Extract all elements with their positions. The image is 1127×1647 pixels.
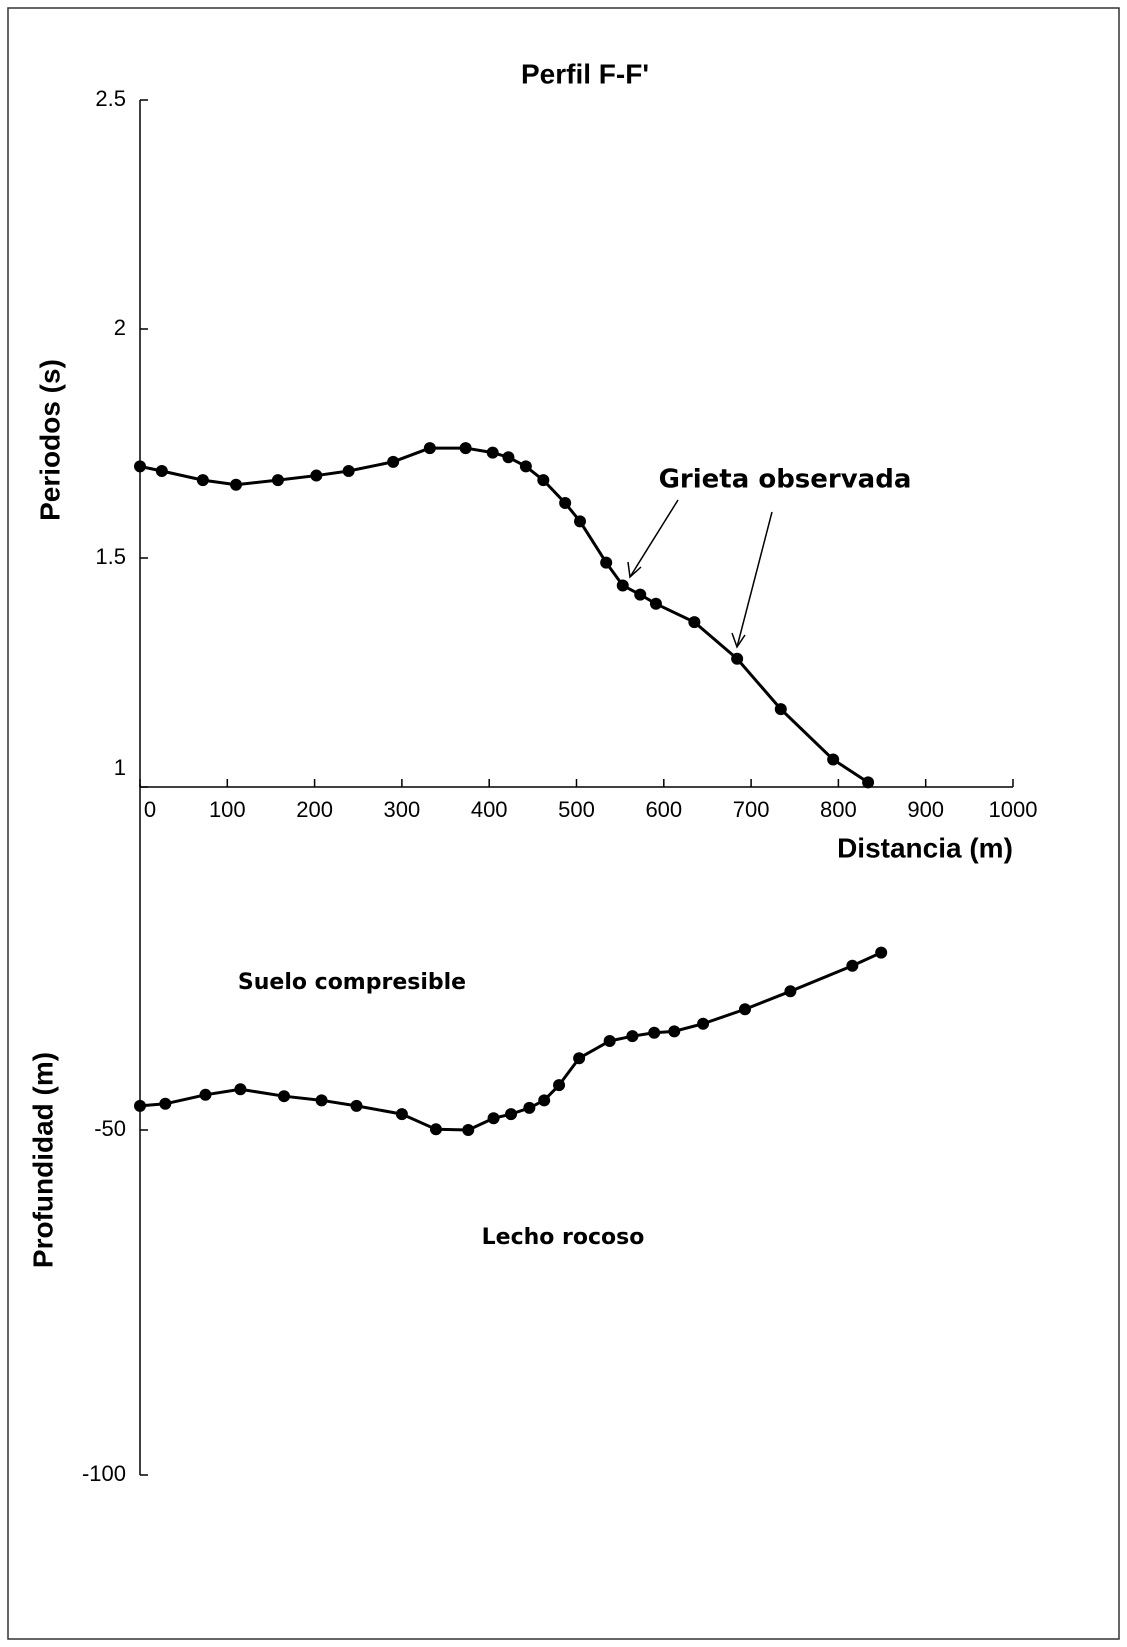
marker bbox=[230, 478, 243, 491]
marker bbox=[697, 1017, 710, 1030]
marker bbox=[634, 588, 647, 601]
marker bbox=[573, 1052, 586, 1065]
marker bbox=[616, 579, 629, 592]
y-tick-label: 2 bbox=[114, 315, 126, 340]
marker bbox=[688, 616, 701, 629]
marker bbox=[559, 497, 572, 510]
marker bbox=[862, 776, 875, 789]
marker bbox=[350, 1099, 363, 1112]
y-tick-label: 1.5 bbox=[95, 544, 126, 569]
x-tick-label: 500 bbox=[558, 797, 595, 822]
arrow-head bbox=[627, 561, 642, 579]
marker bbox=[395, 1108, 408, 1121]
arrow-head bbox=[731, 632, 746, 649]
marker bbox=[134, 1099, 146, 1112]
x-tick-label: 900 bbox=[907, 797, 944, 822]
marker bbox=[537, 474, 550, 487]
marker bbox=[199, 1088, 212, 1101]
y-tick-label: 2.5 bbox=[95, 86, 126, 111]
marker bbox=[459, 442, 472, 455]
marker bbox=[429, 1123, 442, 1136]
x-tick-label: 1000 bbox=[989, 797, 1038, 822]
marker bbox=[827, 753, 840, 766]
marker bbox=[487, 1112, 500, 1125]
x-tick-label: 800 bbox=[820, 797, 857, 822]
y-tick-label: 1 bbox=[114, 755, 126, 780]
arrow bbox=[629, 499, 679, 578]
annotation: Suelo compresible bbox=[238, 970, 466, 995]
marker bbox=[486, 446, 499, 459]
marker bbox=[271, 474, 284, 487]
marker bbox=[523, 1101, 536, 1114]
marker bbox=[738, 1003, 751, 1016]
marker bbox=[731, 652, 744, 665]
marker bbox=[315, 1094, 328, 1107]
marker bbox=[784, 985, 797, 998]
marker bbox=[159, 1097, 172, 1110]
marker bbox=[774, 703, 787, 716]
marker bbox=[648, 1026, 661, 1039]
marker bbox=[196, 474, 209, 487]
marker bbox=[649, 597, 662, 610]
marker bbox=[846, 959, 859, 972]
x-tick-label: 0 bbox=[144, 797, 156, 822]
y-tick-label: -100 bbox=[82, 1461, 126, 1486]
marker bbox=[278, 1090, 291, 1103]
arrow bbox=[736, 511, 773, 648]
marker bbox=[134, 460, 146, 473]
marker bbox=[423, 442, 436, 455]
marker bbox=[668, 1025, 681, 1038]
frame bbox=[7, 7, 1120, 1640]
marker bbox=[519, 460, 532, 473]
marker bbox=[553, 1079, 566, 1092]
marker bbox=[626, 1030, 639, 1043]
annotation: Grieta observada bbox=[659, 465, 912, 495]
x-tick-label: 300 bbox=[384, 797, 421, 822]
marker bbox=[387, 455, 400, 468]
y-axis-label: Profundidad (m) bbox=[27, 1052, 58, 1268]
marker bbox=[342, 464, 355, 477]
x-tick-label: 400 bbox=[471, 797, 508, 822]
x-tick-label: 200 bbox=[296, 797, 333, 822]
x-tick-label: 600 bbox=[645, 797, 682, 822]
marker bbox=[600, 556, 613, 569]
marker bbox=[462, 1124, 475, 1136]
arrows bbox=[627, 499, 773, 649]
marker bbox=[234, 1083, 247, 1096]
marker bbox=[875, 946, 888, 959]
y-axis-label: Periodos (s) bbox=[34, 359, 65, 521]
marker bbox=[310, 469, 323, 482]
chart-title: Perfil F-F' bbox=[521, 58, 649, 89]
marker bbox=[505, 1108, 518, 1121]
y-tick-label: -50 bbox=[94, 1116, 126, 1141]
x-axis-label: Distancia (m) bbox=[837, 832, 1013, 863]
x-tick-label: 100 bbox=[209, 797, 246, 822]
marker bbox=[502, 451, 515, 464]
marker bbox=[538, 1094, 551, 1107]
marker bbox=[573, 515, 586, 528]
annotation: Lecho rocoso bbox=[482, 1225, 645, 1250]
marker bbox=[155, 464, 168, 477]
x-tick-label: 700 bbox=[733, 797, 770, 822]
marker bbox=[603, 1034, 616, 1047]
